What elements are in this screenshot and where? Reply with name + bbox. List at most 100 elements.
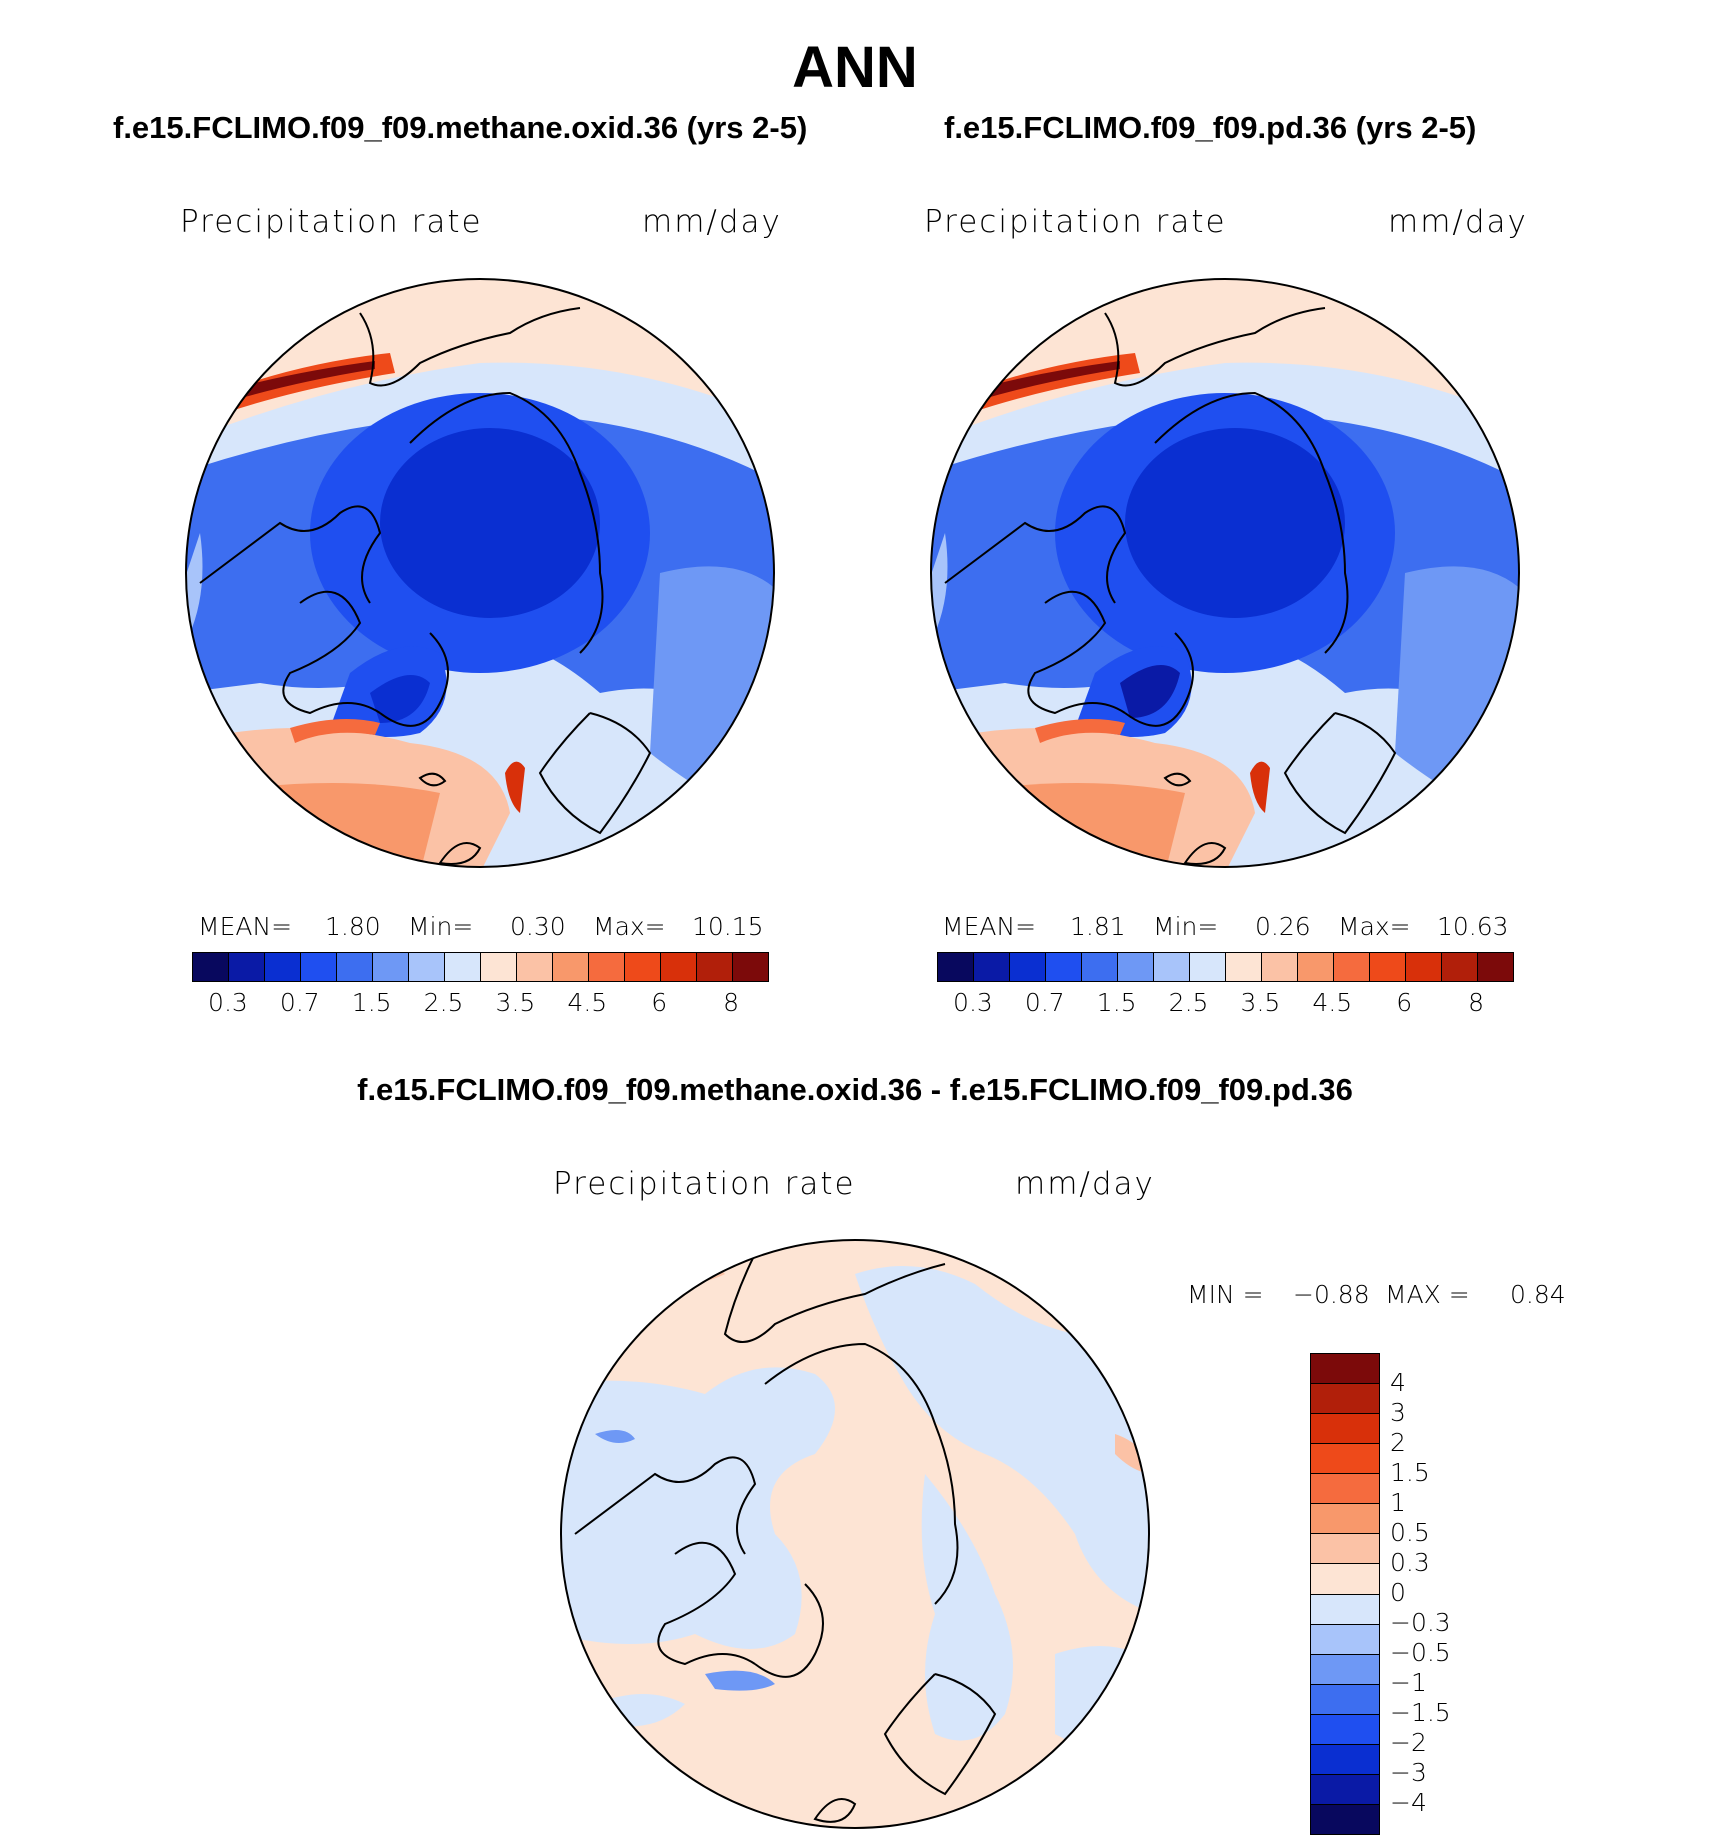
panel-1-min-value: 0.30 xyxy=(510,912,566,941)
colorbar-tick-label: 1.5 xyxy=(1390,1458,1430,1487)
colorbar-box xyxy=(1154,953,1190,981)
colorbar-tick-label: 8 xyxy=(723,988,740,1017)
main-title: ANN xyxy=(792,35,918,100)
colorbar-tick-label: −0.3 xyxy=(1390,1608,1451,1637)
colorbar-box xyxy=(661,953,697,981)
colorbar-box xyxy=(1478,953,1513,981)
colorbar-tick-label: 1 xyxy=(1390,1488,1406,1517)
colorbar-box xyxy=(1010,953,1046,981)
colorbar-box xyxy=(265,953,301,981)
diff-min-label: MIN = xyxy=(1187,1280,1264,1309)
colorbar-tick-label: 1.5 xyxy=(1096,988,1137,1017)
diff-colorbar-ticks: 4 3 2 1.5 1 0.5 0.3 0 −0.3 −0.5 −1 −1.5 −2 −3 −4 xyxy=(1390,1353,1470,1833)
panel-1-units: mm/day xyxy=(642,204,782,240)
panel-2-coastlines xyxy=(944,307,1397,865)
diff-variable: Precipitation rate xyxy=(553,1166,856,1202)
diff-case-title: f.e15.FCLIMO.f09_f09.methane.oxid.36 - f… xyxy=(357,1072,1353,1107)
colorbar-tick-label: 0.5 xyxy=(1390,1518,1430,1547)
colorbar-box xyxy=(1118,953,1154,981)
colorbar-tick-label: −1.5 xyxy=(1390,1698,1451,1727)
colorbar-box xyxy=(938,953,974,981)
colorbar-box xyxy=(1082,953,1118,981)
colorbar-box xyxy=(1298,953,1334,981)
diff-map-border xyxy=(560,1239,1150,1829)
colorbar-tick-label: 3 xyxy=(1390,1398,1406,1427)
panel-2-min-label: Min= xyxy=(1153,912,1219,941)
panel-1-map xyxy=(185,278,775,868)
diff-units: mm/day xyxy=(1015,1166,1155,1202)
panel-2-map-border xyxy=(930,278,1520,868)
colorbar-box xyxy=(1311,1804,1379,1834)
colorbar-tick-label: 0.7 xyxy=(1024,988,1065,1017)
colorbar-tick-label: 1.5 xyxy=(351,988,392,1017)
panel-2-max-value: 10.63 xyxy=(1437,912,1509,941)
colorbar-box xyxy=(1311,1534,1379,1565)
colorbar-box xyxy=(1311,1774,1379,1805)
colorbar-box xyxy=(1311,1444,1379,1475)
colorbar-box xyxy=(445,953,481,981)
panel-2-mean-value: 1.81 xyxy=(1070,912,1126,941)
panel-2-units: mm/day xyxy=(1388,204,1528,240)
colorbar-box xyxy=(1311,1384,1379,1415)
panel-2-map xyxy=(930,278,1520,868)
colorbar-box xyxy=(1311,1414,1379,1445)
colorbar-box xyxy=(1370,953,1406,981)
panel-1-precip-field xyxy=(186,279,774,867)
panel-2-colorbar xyxy=(937,952,1514,982)
colorbar-box xyxy=(229,953,265,981)
panel-1-case-title: f.e15.FCLIMO.f09_f09.methane.oxid.36 (yr… xyxy=(113,110,808,145)
colorbar-tick-label: 4.5 xyxy=(567,988,608,1017)
colorbar-tick-label: −1 xyxy=(1390,1668,1427,1697)
diff-max-value: 0.84 xyxy=(1510,1280,1566,1309)
diff-precip-field xyxy=(561,1240,1149,1828)
panel-1-mean-label: MEAN= xyxy=(198,912,293,941)
colorbar-box xyxy=(553,953,589,981)
colorbar-box xyxy=(697,953,733,981)
colorbar-tick-label: 8 xyxy=(1468,988,1485,1017)
colorbar-box xyxy=(1262,953,1298,981)
colorbar-box xyxy=(1311,1354,1379,1385)
colorbar-tick-label: 0.3 xyxy=(1390,1548,1430,1577)
panel-2-max-label: Max= xyxy=(1338,912,1411,941)
colorbar-box xyxy=(1334,953,1370,981)
panel-1-colorbar-ticks: 0.3 0.7 1.5 2.5 3.5 4.5 6 8 xyxy=(192,988,767,1018)
diff-map xyxy=(560,1239,1150,1829)
colorbar-box xyxy=(974,953,1010,981)
colorbar-box xyxy=(1406,953,1442,981)
colorbar-tick-label: −0.5 xyxy=(1390,1638,1451,1667)
colorbar-tick-label: 0.7 xyxy=(279,988,320,1017)
colorbar-tick-label: 2 xyxy=(1390,1428,1406,1457)
colorbar-box xyxy=(481,953,517,981)
panel-1-variable: Precipitation rate xyxy=(180,204,483,240)
panel-2-precip-field xyxy=(931,279,1519,867)
colorbar-box xyxy=(1311,1624,1379,1655)
colorbar-box xyxy=(733,953,768,981)
colorbar-tick-label: −2 xyxy=(1390,1728,1427,1757)
colorbar-box xyxy=(1311,1684,1379,1715)
panel-2-variable: Precipitation rate xyxy=(924,204,1227,240)
colorbar-tick-label: 0 xyxy=(1390,1578,1406,1607)
colorbar-box xyxy=(1226,953,1262,981)
colorbar-tick-label: 6 xyxy=(1396,988,1413,1017)
diff-min-value: −0.88 xyxy=(1293,1280,1370,1309)
colorbar-box xyxy=(589,953,625,981)
colorbar-box xyxy=(1311,1504,1379,1535)
colorbar-tick-label: 4.5 xyxy=(1312,988,1353,1017)
colorbar-tick-label: 2.5 xyxy=(423,988,464,1017)
panel-2-colorbar-ticks: 0.3 0.7 1.5 2.5 3.5 4.5 6 8 xyxy=(937,988,1512,1018)
diff-colorbar xyxy=(1310,1353,1380,1835)
diff-max-label: MAX = xyxy=(1385,1280,1470,1309)
colorbar-box xyxy=(373,953,409,981)
panel-1-colorbar xyxy=(192,952,769,982)
colorbar-tick-label: 4 xyxy=(1390,1368,1406,1397)
colorbar-box xyxy=(517,953,553,981)
colorbar-box xyxy=(301,953,337,981)
colorbar-box xyxy=(1311,1564,1379,1595)
colorbar-tick-label: −3 xyxy=(1390,1758,1427,1787)
colorbar-box xyxy=(1311,1744,1379,1775)
colorbar-box xyxy=(1046,953,1082,981)
panel-2-min-value: 0.26 xyxy=(1255,912,1311,941)
panel-1-coastlines xyxy=(199,307,652,865)
colorbar-box xyxy=(1190,953,1226,981)
colorbar-box xyxy=(1311,1594,1379,1625)
